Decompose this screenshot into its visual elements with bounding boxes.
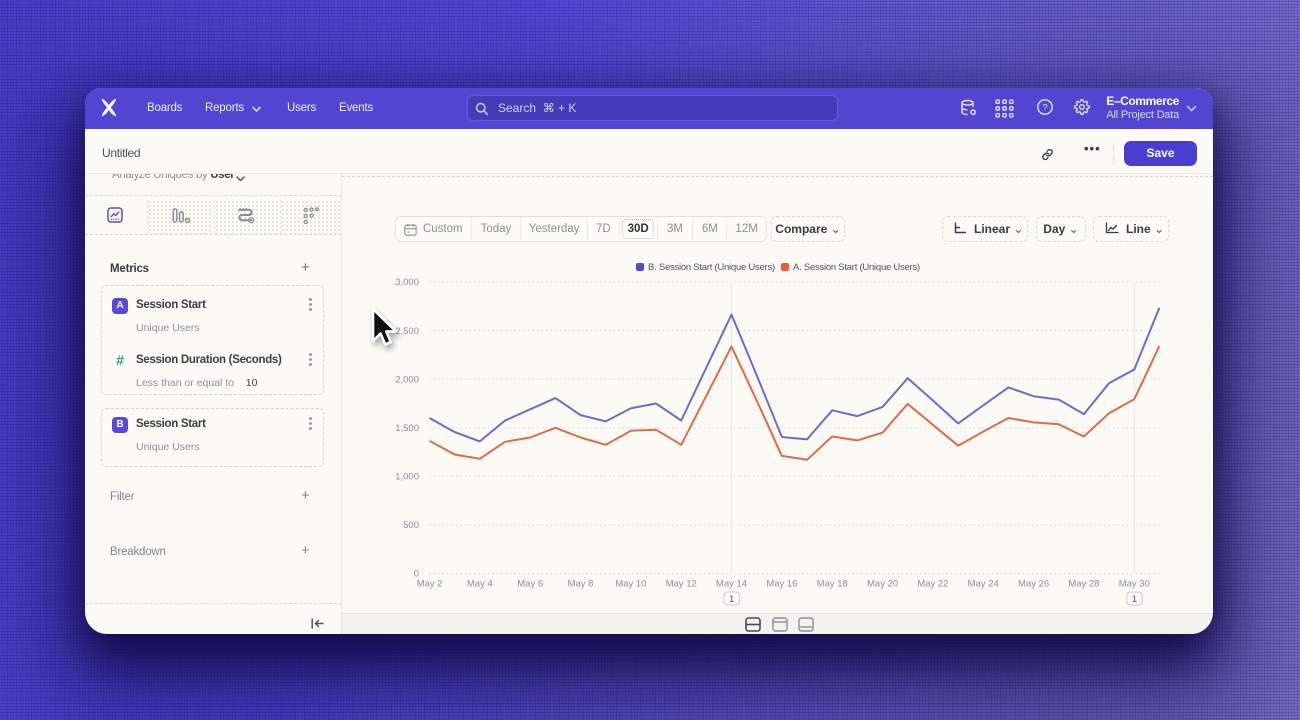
svg-text:?: ? (1042, 103, 1047, 114)
